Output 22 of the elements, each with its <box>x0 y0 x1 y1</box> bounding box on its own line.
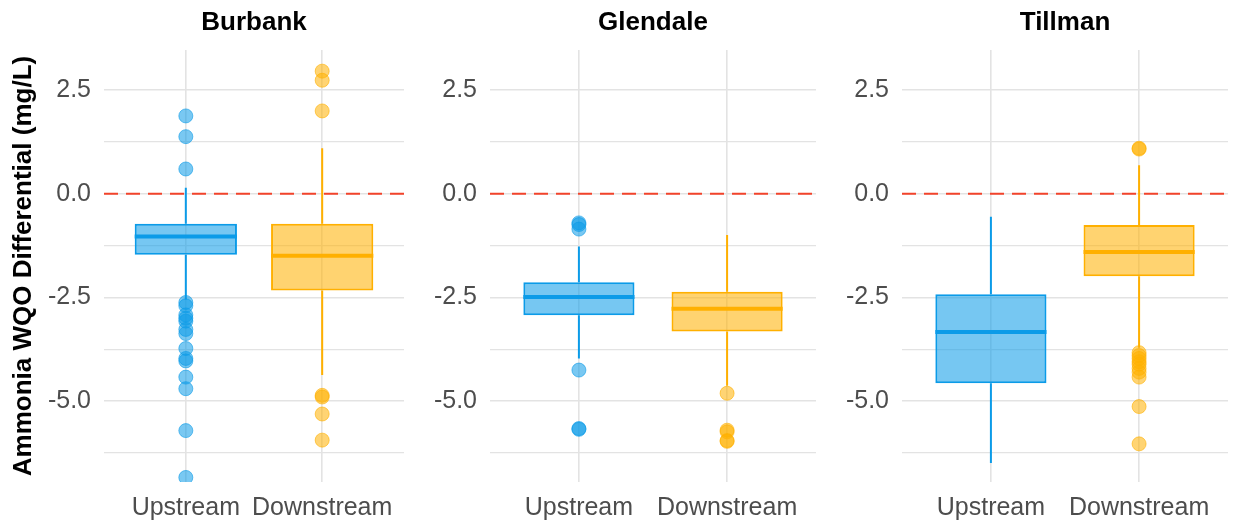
y-tick-label: -5.0 <box>845 385 889 414</box>
chart-title: Tillman <box>1018 6 1112 37</box>
x-tick-label: Downstream <box>656 491 798 520</box>
x-tick-label: Upstream <box>524 491 634 520</box>
y-tick-label: -2.5 <box>845 281 889 310</box>
x-tick-label: Downstream <box>1068 491 1210 520</box>
x-tick-label: Downstream <box>252 491 393 520</box>
x-tick-label: Upstream <box>936 491 1046 520</box>
y-tick-label: 2.5 <box>56 74 91 103</box>
y-axis-title: Ammonia WQO Differential (mg/L) <box>6 55 37 477</box>
y-tick-label: -2.5 <box>47 281 91 310</box>
y-tick-label: 2.5 <box>442 74 477 103</box>
y-tick-label: 0.0 <box>854 177 889 206</box>
chart-title: Glendale <box>597 6 709 37</box>
y-tick-label: -5.0 <box>433 385 477 414</box>
y-tick-label: 2.5 <box>854 74 889 103</box>
y-tick-label: 0.0 <box>56 177 91 206</box>
y-tick-label: 0.0 <box>442 177 477 206</box>
y-tick-label: -5.0 <box>47 385 91 414</box>
x-tick-label: Upstream <box>131 491 241 520</box>
chart-title: Burbank <box>200 6 308 37</box>
y-tick-label: -2.5 <box>433 281 477 310</box>
